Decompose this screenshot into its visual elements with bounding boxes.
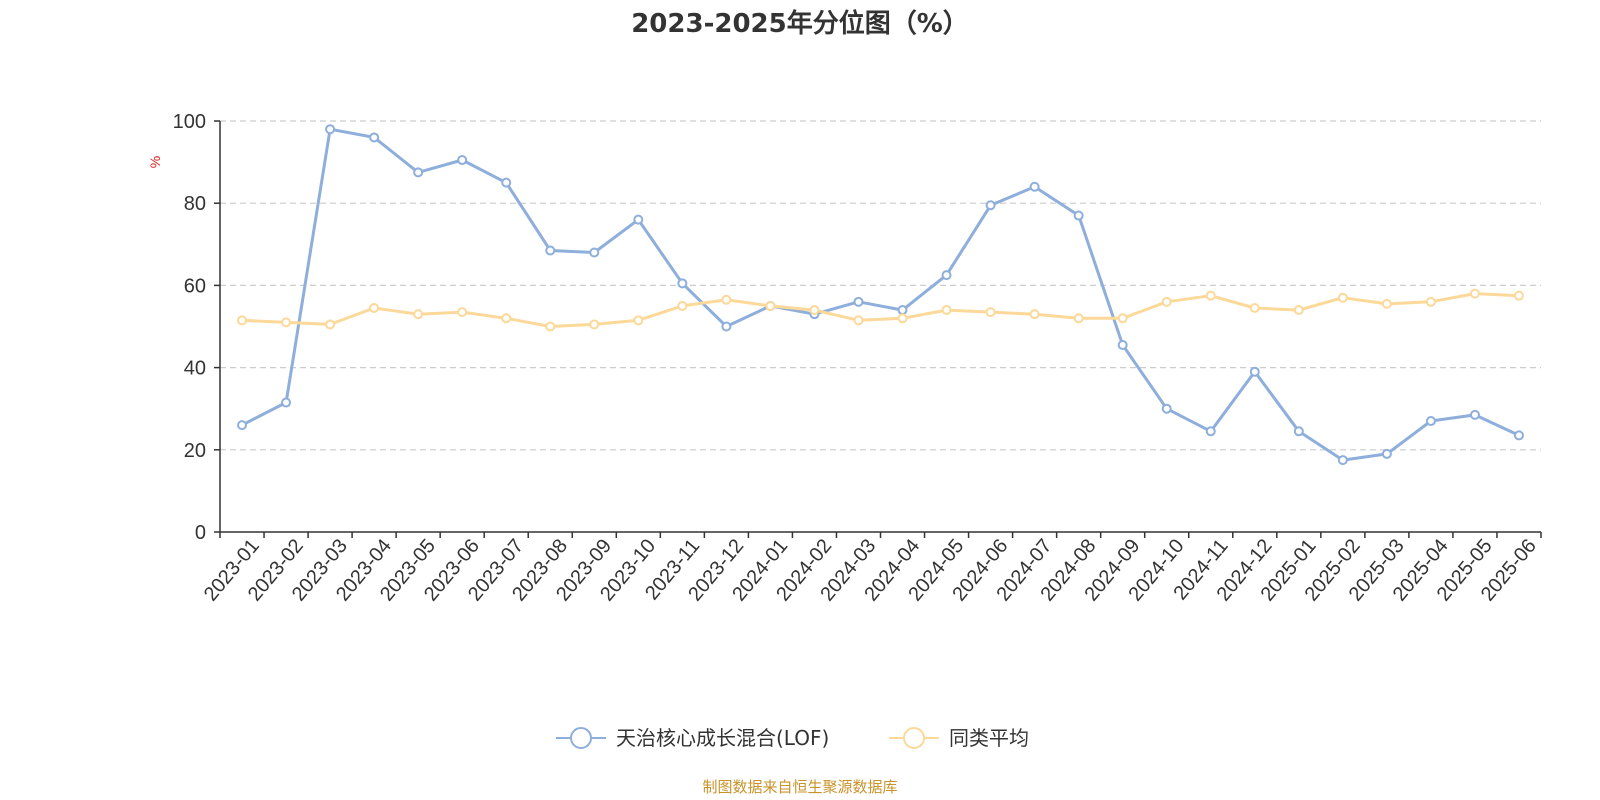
- data-point: [589, 247, 600, 258]
- data-point: [1513, 430, 1524, 441]
- data-point: [941, 305, 952, 316]
- data-point: [237, 315, 248, 326]
- y-tick-label: 80: [184, 193, 206, 215]
- data-point: [413, 309, 424, 320]
- data-point: [325, 319, 336, 330]
- data-point: [853, 315, 864, 326]
- data-point: [1425, 296, 1436, 307]
- data-point: [1469, 288, 1480, 299]
- y-tick-label: 0: [195, 522, 206, 544]
- data-point: [809, 305, 820, 316]
- y-tick-label: 20: [184, 440, 206, 462]
- data-point: [1381, 448, 1392, 459]
- data-point: [1513, 290, 1524, 301]
- legend[interactable]: 天治核心成长混合(LOF) 同类平均: [556, 726, 1029, 750]
- data-point: [1205, 426, 1216, 437]
- data-point: [677, 300, 688, 311]
- series-line: [241, 127, 1520, 462]
- y-tick-label: 60: [184, 275, 206, 297]
- legend-marker-icon: [903, 727, 925, 749]
- chart-title: 2023-2025年分位图（%）: [631, 8, 969, 39]
- data-point: [941, 270, 952, 281]
- series-line: [241, 292, 1520, 328]
- data-point: [369, 132, 380, 143]
- axes: 0204060801002023-012023-022023-032023-04…: [173, 111, 1542, 605]
- data-point: [457, 155, 468, 166]
- data-point: [281, 397, 292, 408]
- data-point: [1337, 455, 1348, 466]
- legend-label: 同类平均: [949, 726, 1029, 750]
- data-point: [281, 317, 292, 328]
- data-point: [1337, 292, 1348, 303]
- data-point: [589, 319, 600, 330]
- data-point: [1161, 296, 1172, 307]
- grid-lines: [220, 120, 1541, 451]
- data-point: [545, 321, 556, 332]
- data-point: [897, 313, 908, 324]
- data-point: [1029, 309, 1040, 320]
- data-point: [677, 278, 688, 289]
- data-point: [501, 313, 512, 324]
- series-lines: [237, 124, 1524, 466]
- data-point: [985, 307, 996, 318]
- data-point: [1205, 290, 1216, 301]
- data-point: [1117, 339, 1128, 350]
- data-point: [237, 420, 248, 431]
- y-axis-label: %: [147, 156, 163, 168]
- data-point: [985, 200, 996, 211]
- data-point: [1249, 366, 1260, 377]
- data-point: [1249, 303, 1260, 314]
- data-point: [545, 245, 556, 256]
- data-point: [369, 303, 380, 314]
- data-point: [1117, 313, 1128, 324]
- data-point: [1469, 409, 1480, 420]
- data-point: [501, 177, 512, 188]
- data-point: [413, 167, 424, 178]
- data-point: [721, 321, 732, 332]
- data-point: [1073, 210, 1084, 221]
- series-2: [237, 288, 1524, 332]
- legend-item-1[interactable]: 天治核心成长混合(LOF): [556, 726, 829, 750]
- data-point: [1381, 298, 1392, 309]
- data-point: [1293, 305, 1304, 316]
- data-point: [1073, 313, 1084, 324]
- y-tick-label: 40: [184, 358, 206, 380]
- source-note: 制图数据来自恒生聚源数据库: [702, 778, 897, 796]
- data-point: [1161, 403, 1172, 414]
- legend-label: 天治核心成长混合(LOF): [616, 726, 829, 750]
- data-point: [853, 296, 864, 307]
- series-1: [237, 124, 1524, 466]
- data-point: [457, 307, 468, 318]
- data-point: [1029, 181, 1040, 192]
- data-point: [1293, 426, 1304, 437]
- y-tick-label: 100: [173, 111, 206, 133]
- data-point: [1425, 416, 1436, 427]
- data-point: [633, 315, 644, 326]
- legend-marker-icon: [570, 727, 592, 749]
- legend-item-2[interactable]: 同类平均: [889, 726, 1029, 750]
- data-point: [325, 124, 336, 135]
- data-point: [721, 294, 732, 305]
- data-point: [633, 214, 644, 225]
- data-point: [765, 300, 776, 311]
- data-point: [897, 305, 908, 316]
